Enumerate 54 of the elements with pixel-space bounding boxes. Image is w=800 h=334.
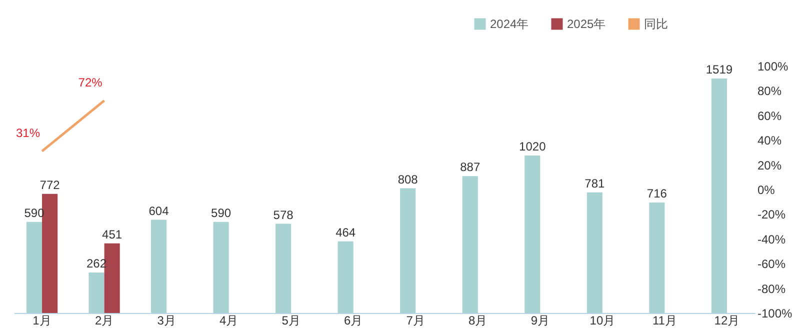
bar	[711, 78, 727, 313]
data-label: 1519	[706, 62, 733, 77]
data-label: 464	[336, 225, 356, 240]
x-tick-label: 3月	[157, 314, 176, 328]
y2-tick-label: 0%	[758, 183, 776, 197]
x-tick-label: 6月	[344, 314, 363, 328]
bar	[213, 222, 229, 313]
y2-tick-label: -20%	[758, 208, 786, 222]
bar	[150, 220, 167, 313]
data-label: 31%	[16, 126, 40, 140]
y2-tick-label: 80%	[758, 84, 782, 98]
bar	[88, 272, 104, 313]
bar	[649, 202, 665, 313]
legend-label: 2024年	[490, 17, 529, 31]
x-tick-label: 10月	[590, 314, 616, 328]
legend-label: 同比	[644, 17, 668, 31]
y2-tick-label: -80%	[758, 282, 786, 296]
x-tick-label: 7月	[406, 314, 425, 328]
x-tick-label: 1月	[32, 314, 52, 328]
x-tick-label: 2月	[94, 314, 114, 328]
data-label: 604	[148, 204, 170, 218]
bar	[276, 224, 292, 313]
data-label: 578	[273, 208, 294, 222]
bar	[524, 156, 540, 313]
bar	[26, 222, 42, 313]
bar	[586, 192, 602, 313]
bar	[338, 241, 354, 313]
y2-tick-label: 20%	[758, 158, 782, 172]
bar	[400, 188, 416, 313]
data-label: 781	[584, 176, 605, 190]
data-label: 808	[398, 172, 418, 186]
bar	[462, 176, 478, 313]
x-tick-label: 12月	[714, 314, 740, 328]
data-label: 72%	[78, 76, 103, 90]
y2-tick-label: -100%	[758, 306, 793, 320]
data-label: 716	[646, 186, 668, 200]
data-label: 451	[102, 227, 122, 242]
legend-label: 2025年	[567, 17, 606, 31]
bar	[42, 194, 58, 313]
y2-tick-label: -60%	[758, 257, 786, 272]
y2-tick-label: 100%	[758, 60, 789, 74]
data-label: 590	[211, 206, 232, 220]
y2-tick-label: -40%	[758, 232, 786, 246]
y2-tick-label: 40%	[758, 134, 782, 148]
x-tick-label: 11月	[652, 314, 677, 328]
data-label: 887	[460, 160, 480, 174]
bar	[104, 243, 120, 313]
x-tick-label: 9月	[530, 314, 550, 328]
y2-tick-label: 60%	[758, 108, 782, 123]
data-label: 1020	[519, 140, 546, 154]
x-tick-label: 8月	[468, 314, 488, 328]
data-label: 772	[40, 178, 60, 192]
x-tick-label: 5月	[282, 314, 300, 328]
x-tick-label: 4月	[219, 314, 238, 328]
